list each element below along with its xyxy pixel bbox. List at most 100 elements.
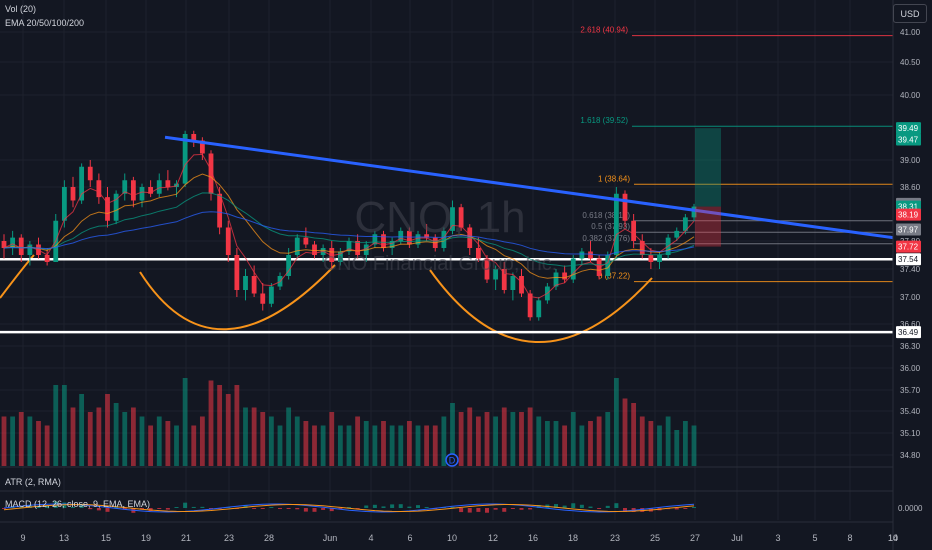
volume-bar — [519, 412, 524, 466]
macd-histogram-bar — [674, 508, 679, 510]
volume-bar — [337, 425, 343, 466]
volume-bar — [286, 407, 292, 466]
macd-histogram-bar — [364, 505, 369, 508]
macd-histogram-bar — [174, 507, 179, 508]
volume-bar — [44, 425, 50, 466]
candle-body — [639, 241, 645, 255]
price-label-tag — [896, 240, 921, 253]
macd-histogram-bar — [96, 508, 101, 511]
macd-histogram-bar — [605, 505, 610, 508]
position-profit-zone — [695, 128, 721, 207]
time-tick-label: 23 — [610, 533, 620, 543]
candle-body — [294, 237, 300, 255]
price-tick-label: 36.60 — [900, 320, 921, 329]
volume-bar — [105, 394, 110, 466]
time-tick-label: 4 — [368, 533, 373, 543]
candle-body — [458, 207, 464, 228]
candle-body — [553, 272, 559, 287]
volume-bar — [139, 416, 145, 466]
candle-body — [87, 166, 93, 181]
candle-body — [312, 244, 317, 255]
time-tick-label: 5 — [812, 533, 817, 543]
ema-line — [3, 153, 695, 299]
volume-bar — [406, 421, 412, 466]
volume-bar — [484, 412, 490, 466]
time-tick-label: 3 — [775, 533, 780, 543]
macd-histogram-bar — [519, 508, 524, 510]
macd-histogram-bar — [312, 508, 317, 512]
volume-bar — [96, 407, 102, 466]
fib-level-label: 0.382 (37.76) — [582, 234, 630, 243]
volume-bar — [165, 421, 171, 466]
volume-bar — [346, 425, 352, 466]
ema-indicator-label[interactable]: EMA 20/50/100/200 — [5, 18, 85, 28]
volume-bar — [234, 385, 240, 466]
candle-body — [441, 230, 447, 248]
volume-bar — [458, 412, 464, 466]
volume-bar — [27, 416, 33, 466]
candle-body — [251, 276, 257, 294]
price-tick-label: 39.00 — [900, 156, 921, 165]
time-tick-label: 19 — [141, 533, 151, 543]
atr-indicator-label[interactable]: ATR (2, RMA) — [5, 477, 61, 487]
macd-indicator-label[interactable]: MACD (12, 26, close, 9, EMA, EMA) — [5, 499, 151, 509]
volume-bar — [36, 421, 41, 466]
macd-histogram-bar — [579, 504, 584, 508]
price-label-text: 37.72 — [898, 243, 919, 252]
volume-bar — [355, 416, 361, 466]
candle-body — [493, 269, 499, 280]
macd-histogram-bar — [390, 504, 395, 508]
candle-body — [355, 241, 361, 255]
candle-body — [605, 255, 611, 276]
macd-histogram-bar — [200, 506, 205, 508]
volume-bar — [501, 407, 507, 466]
volume-bar — [441, 416, 447, 466]
time-tick-label: 12 — [488, 533, 498, 543]
time-axis: 9 13 15 19 21 23 28 Jun 4 6 10 12 16 18 23 25 27 Jul 3 5 8 10… — [20, 533, 898, 543]
candle-body — [682, 217, 688, 231]
macd-histogram-bar — [114, 507, 119, 508]
macd-histogram-bar — [278, 508, 282, 509]
vol-indicator-label[interactable]: Vol (20) — [5, 4, 37, 14]
volume-bar — [217, 385, 223, 466]
macd-histogram-bar — [692, 507, 696, 508]
macd-signal-line — [3, 503, 695, 513]
volume-bar — [381, 421, 386, 466]
candle-body — [191, 134, 197, 141]
candle-body — [450, 207, 455, 231]
volume-bar — [398, 425, 404, 466]
fib-level-label: 0.618 (38.10) — [582, 211, 630, 220]
candlesticks — [1, 130, 697, 321]
candle-body — [398, 230, 404, 241]
macd-histogram-bar — [467, 508, 472, 513]
candle-body — [415, 234, 421, 245]
candle-body — [286, 255, 292, 276]
candle-body — [631, 220, 637, 241]
time-tick-label: 27 — [690, 533, 700, 543]
fib-level-label: 0.5 (37.93) — [591, 222, 630, 231]
volume-bar — [648, 421, 654, 466]
volume-bar — [61, 385, 67, 466]
candle-body — [243, 276, 248, 290]
volume-bar — [631, 403, 637, 466]
fib-level-label: 1 (38.64) — [598, 174, 630, 183]
volume-bar — [389, 425, 395, 466]
event-marker[interactable]: D — [445, 453, 459, 467]
cup-curve-1 — [139, 264, 336, 331]
fib-level-label: 2.618 (40.94) — [580, 26, 628, 35]
price-label-text: 38.19 — [898, 211, 919, 220]
candle-body — [96, 180, 102, 198]
volume-bar — [450, 403, 455, 466]
position-tool — [695, 128, 721, 247]
volume-bar — [424, 425, 430, 466]
currency-button[interactable]: USD — [893, 4, 927, 23]
volume-bar — [674, 430, 680, 466]
candle-body — [329, 248, 335, 262]
macd-histogram-bar — [623, 508, 627, 512]
volume-bar — [243, 407, 248, 466]
candle-body — [674, 230, 680, 238]
price-tick-label: 36.00 — [900, 364, 921, 373]
volume-bar — [208, 380, 214, 466]
position-loss-zone — [695, 206, 721, 247]
